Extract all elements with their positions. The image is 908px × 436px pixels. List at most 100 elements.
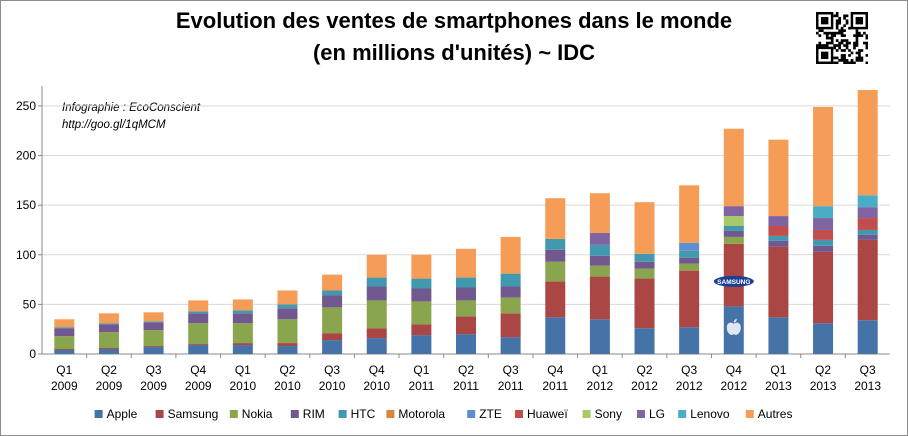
legend-swatch	[229, 410, 238, 418]
bar-segment-apple	[143, 347, 164, 354]
legend-label: ZTE	[479, 407, 502, 421]
qr-module	[865, 34, 868, 37]
x-tick-label-quarter: Q3	[681, 363, 697, 377]
legend-item: HTC	[338, 407, 376, 421]
qr-module	[845, 44, 849, 47]
qr-module	[825, 41, 829, 45]
qr-module	[855, 34, 859, 37]
qr-module	[818, 29, 822, 33]
bar-segment-apple	[232, 345, 253, 354]
qr-module	[823, 44, 827, 47]
qr-module	[818, 44, 822, 47]
bar-segment-apple	[98, 349, 119, 354]
bar-segment-samsung	[634, 278, 655, 329]
bar-segment-lenovo	[857, 195, 878, 208]
legend-swatch	[290, 410, 299, 418]
bar-segment-rim	[456, 287, 476, 301]
qr-module	[838, 16, 841, 20]
x-tick-label-quarter: Q3	[324, 363, 340, 377]
x-tick-label-year: 2009	[140, 379, 167, 393]
bar-segment-htc	[813, 239, 834, 246]
legend-label: Sony	[595, 407, 622, 421]
bar-segment-lenovo	[813, 206, 834, 219]
y-tick-label: 150	[16, 198, 36, 212]
bar-segment-samsung	[500, 313, 521, 338]
qr-module	[845, 46, 849, 50]
qr-module	[855, 39, 859, 42]
qr-module	[843, 59, 846, 62]
x-tick-label-year: 2011	[498, 379, 524, 393]
bar-segment-apple	[366, 338, 387, 354]
x-tick-label-year: 2011	[408, 379, 434, 393]
qr-module	[830, 41, 834, 45]
qr-module	[838, 29, 841, 33]
bar-stack	[98, 313, 119, 354]
qr-module	[865, 54, 868, 57]
qr-module	[843, 14, 846, 18]
bar-segment-autres	[188, 300, 209, 312]
samsung-logo	[713, 275, 754, 287]
bar-segment-htc	[143, 321, 164, 323]
qr-module	[845, 61, 849, 64]
qr-module	[843, 56, 846, 60]
legend-item: Apple	[94, 407, 138, 421]
bar-segment-apple	[813, 323, 834, 354]
x-tick-label-quarter: Q4	[726, 363, 742, 377]
legend-swatch	[338, 410, 347, 418]
qr-module	[828, 36, 832, 40]
bar-segment-htc	[679, 250, 700, 258]
qr-module	[833, 61, 837, 64]
x-tick-label-year: 2011	[542, 379, 568, 393]
x-tick-label-quarter: Q2	[637, 363, 653, 377]
x-tick-label-year: 2013	[810, 379, 837, 393]
apple-logo-body	[726, 322, 741, 335]
chart-title-line-1: Evolution des ventes de smartphones dans…	[175, 8, 733, 33]
x-tick-label-year: 2013	[854, 379, 881, 393]
qr-module	[853, 44, 856, 47]
bar-segment-rim	[857, 234, 878, 240]
legend-label: Autres	[758, 407, 793, 421]
x-tick-label-quarter: Q2	[101, 363, 117, 377]
qr-module	[820, 44, 824, 47]
qr-module	[845, 19, 849, 23]
bar-segment-autres	[500, 236, 521, 274]
qr-module	[843, 54, 846, 57]
bar-segment-apple	[456, 334, 476, 354]
qr-module	[845, 41, 849, 45]
qr-module	[833, 31, 837, 35]
bar-segment-apple	[277, 346, 298, 354]
qr-module	[820, 29, 824, 33]
qr-module	[863, 41, 866, 45]
qr-module	[845, 21, 849, 25]
qr-module	[848, 61, 851, 64]
apple-logo-icon	[726, 318, 741, 335]
qr-module	[853, 46, 856, 50]
qr-module	[838, 59, 841, 62]
bar-segment-nokia	[723, 236, 744, 244]
bar-segment-lg	[723, 206, 744, 217]
qr-module	[835, 14, 839, 18]
bar-stack	[277, 290, 298, 354]
qr-module	[835, 19, 839, 23]
bar-segment-autres	[857, 90, 878, 196]
bar-segment-htc	[634, 253, 655, 262]
qr-module	[865, 46, 868, 50]
legend-item: Motorola	[386, 407, 445, 421]
qr-module	[833, 46, 837, 50]
qr-module	[840, 41, 844, 45]
bar-segment-autres	[143, 312, 164, 322]
bar-segment-samsung	[98, 348, 119, 350]
x-tick-label-year: 2013	[765, 379, 792, 393]
x-tick-label-quarter: Q3	[146, 363, 162, 377]
legend-label: Motorola	[398, 407, 445, 421]
qr-module	[843, 16, 846, 20]
bar-segment-rim	[411, 288, 432, 302]
bar-segment-rim	[723, 230, 744, 237]
y-axis: 0 50 100 150 200 250	[16, 86, 43, 361]
bar-segment-nokia	[98, 332, 119, 349]
legend-item: Autres	[745, 407, 793, 421]
qr-module	[843, 61, 846, 64]
bar-segment-apple	[411, 335, 432, 354]
legend-swatch	[467, 410, 476, 418]
bar-stack	[500, 236, 521, 354]
